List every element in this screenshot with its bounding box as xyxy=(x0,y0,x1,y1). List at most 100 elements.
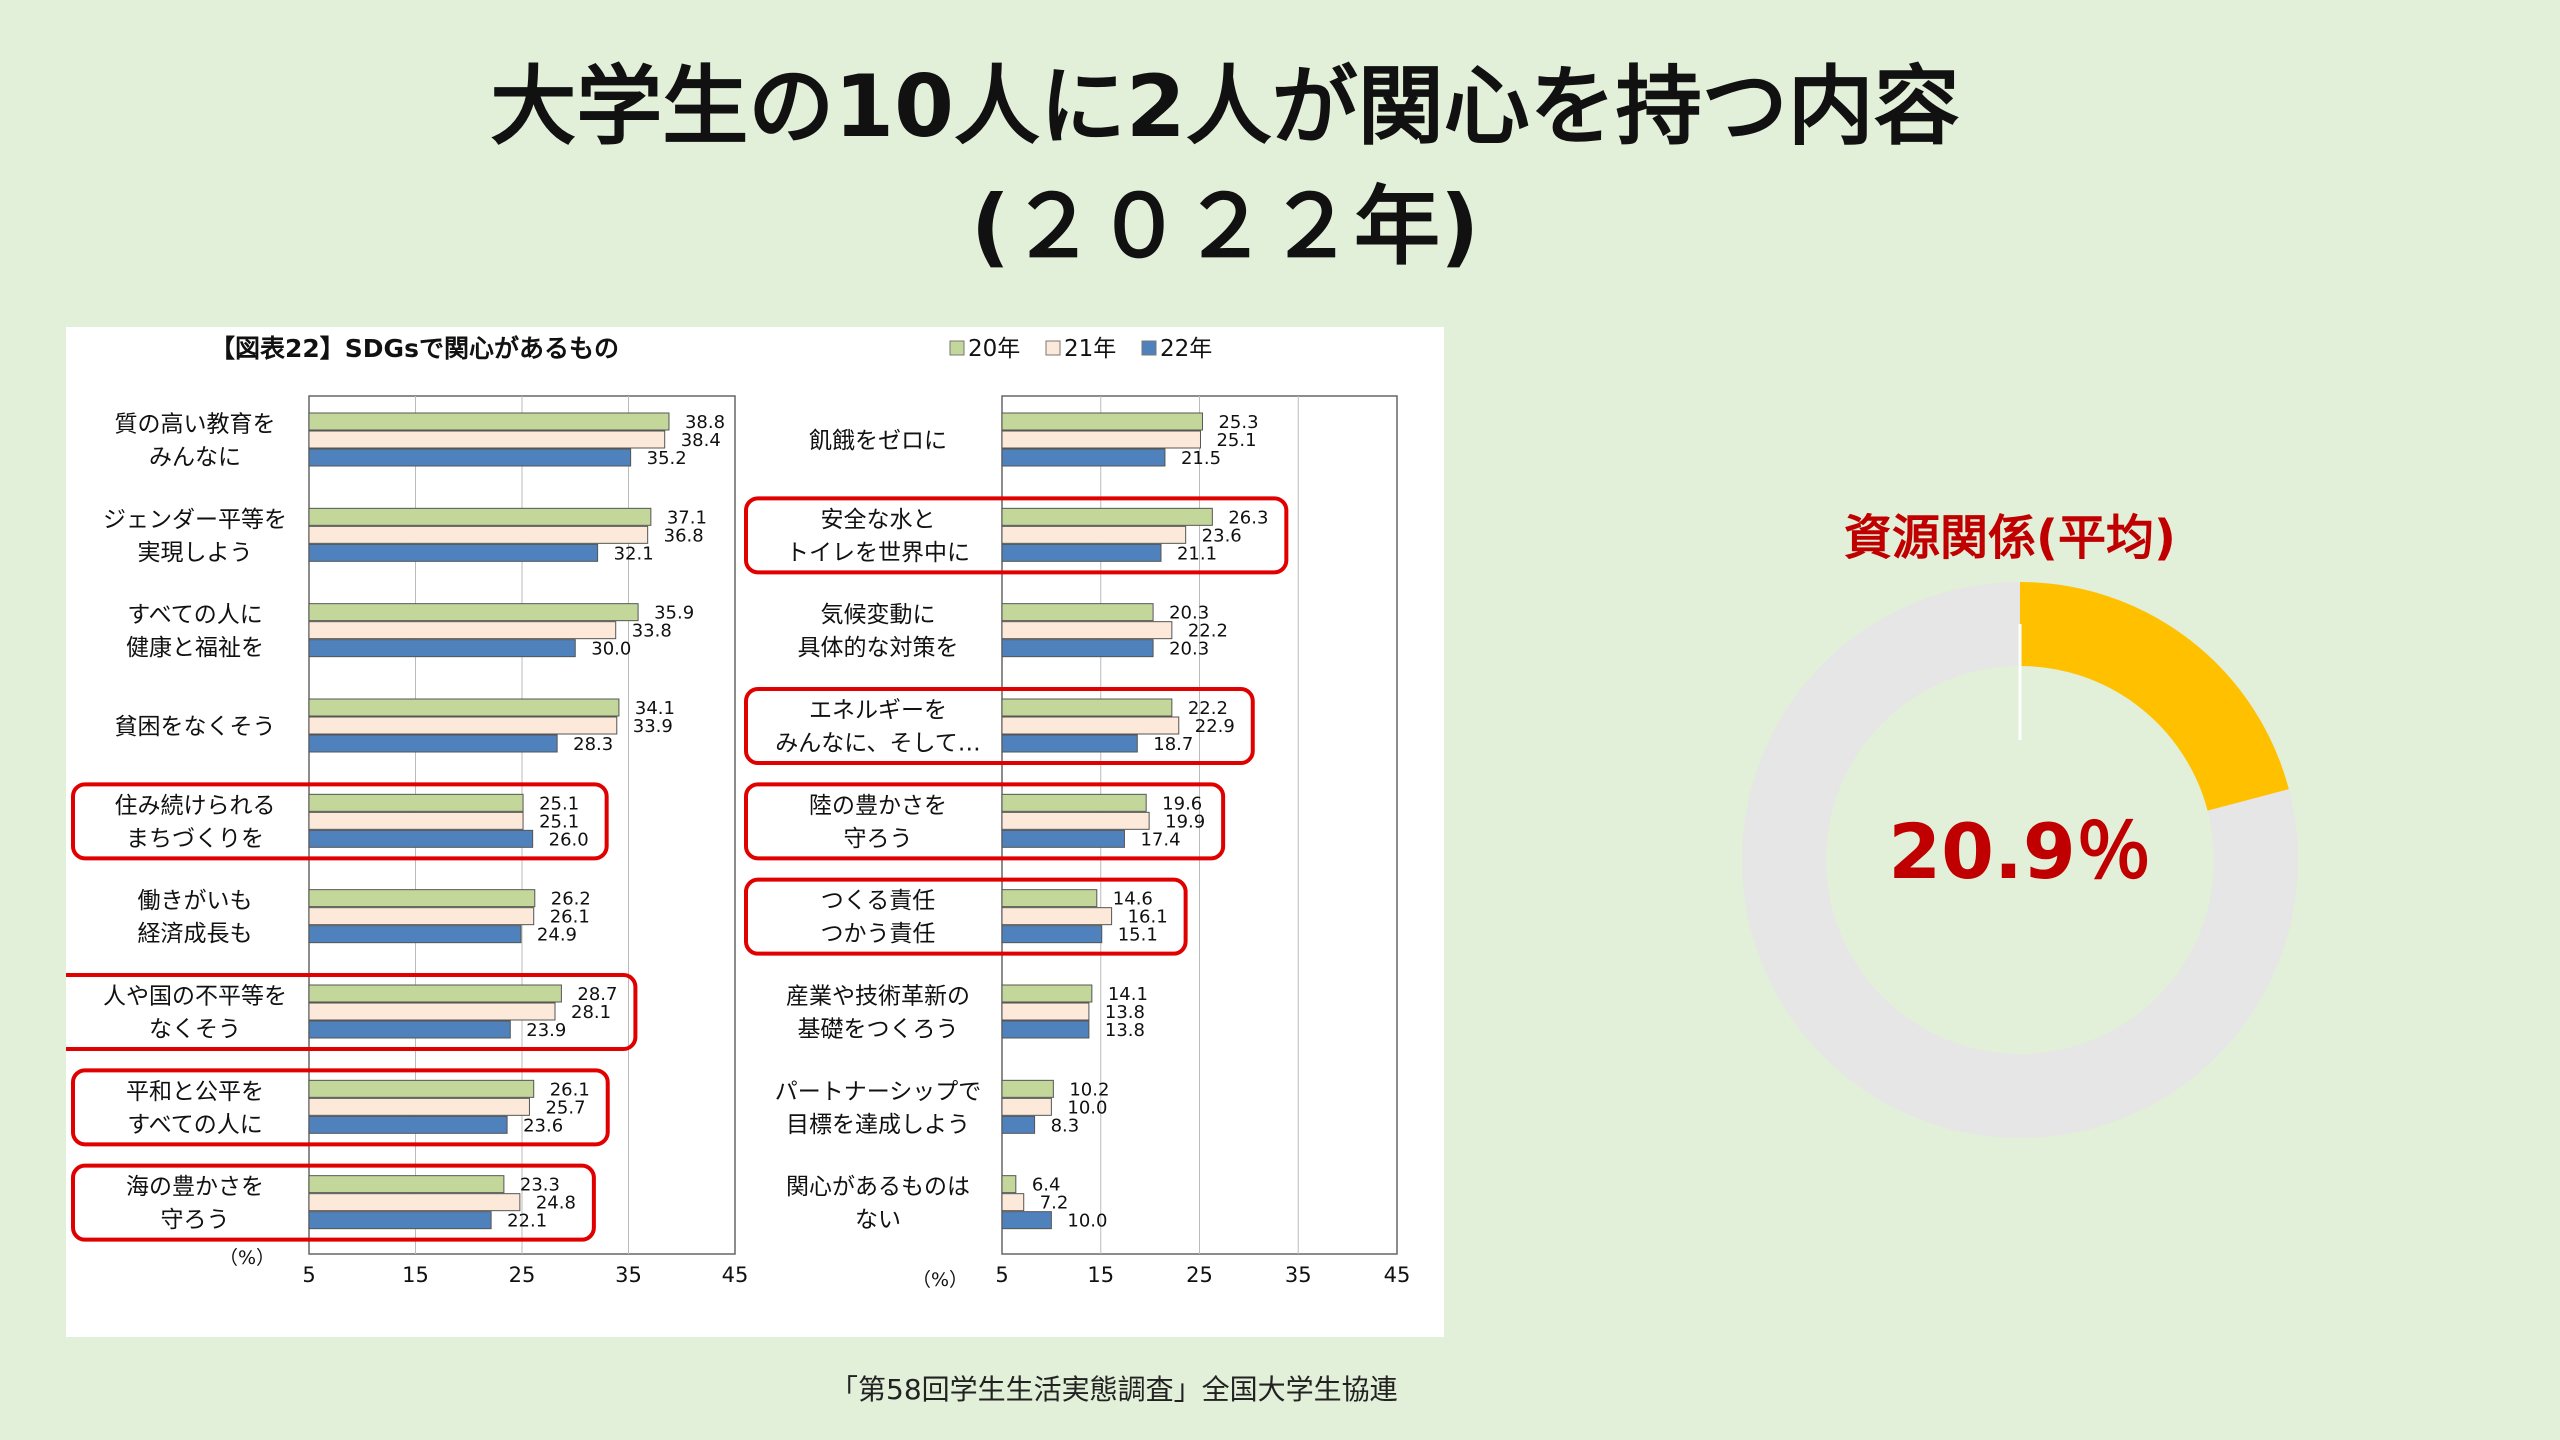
category-label: 関心があるものは xyxy=(786,1174,970,1200)
bar-value-label: 33.9 xyxy=(633,716,673,737)
bar-22年 xyxy=(1001,543,1162,562)
category-label: 人や国の不平等を xyxy=(103,984,287,1010)
bar-21年 xyxy=(1001,907,1113,926)
bar-value-label: 33.8 xyxy=(632,621,672,642)
bar-22年 xyxy=(1001,829,1125,848)
bar-20年 xyxy=(308,412,670,431)
category-label: ない xyxy=(855,1207,901,1233)
category-label: パートナーシップで xyxy=(775,1079,982,1105)
bar-22年 xyxy=(308,734,558,753)
highlight-box xyxy=(66,973,638,1051)
highlight-box xyxy=(71,1163,596,1242)
bar-20年 xyxy=(1001,412,1203,431)
bar-value-label: 7.2 xyxy=(1040,1193,1069,1214)
page-subtitle-year: (２０２２年) xyxy=(970,177,1480,277)
bar-22年 xyxy=(308,448,632,467)
category-label: 貧困をなくそう xyxy=(115,714,276,740)
bar-value-label: 25.7 xyxy=(545,1097,585,1118)
bar-21年 xyxy=(1001,1002,1090,1021)
bar-value-label: 26.2 xyxy=(551,889,591,910)
bar-value-label: 17.4 xyxy=(1140,829,1180,850)
bar-value-label: 25.1 xyxy=(539,793,579,814)
x-tick-label-1-3: 35 xyxy=(1285,1263,1312,1287)
bar-21年 xyxy=(308,430,666,449)
bar-22年 xyxy=(1001,1115,1036,1134)
bar-value-label: 23.6 xyxy=(1202,525,1242,546)
bar-21年 xyxy=(1001,621,1173,640)
category-label: 気候変動に xyxy=(821,602,936,628)
bar-21年 xyxy=(308,525,649,544)
bar-value-label: 10.2 xyxy=(1069,1079,1109,1100)
bar-21年 xyxy=(1001,716,1180,735)
bar-21年 xyxy=(1001,1097,1052,1116)
donut-chart xyxy=(1742,582,2298,1138)
source-citation: 「第58回学生生活実態調査」全国大学生協連 xyxy=(830,1373,1398,1406)
bar-value-label: 18.7 xyxy=(1153,734,1193,755)
category-label: 陸の豊かさを xyxy=(809,793,947,819)
highlight-box xyxy=(744,877,1188,956)
category-label: すべての人に xyxy=(127,1112,262,1138)
bar-value-label: 32.1 xyxy=(614,543,654,564)
donut-value-arc xyxy=(2019,582,2289,812)
bar-20年 xyxy=(308,1079,535,1098)
bar-value-label: 25.1 xyxy=(539,811,579,832)
bar-value-label: 14.1 xyxy=(1108,984,1148,1005)
bar-value-label: 24.9 xyxy=(537,925,577,946)
donut-title: 資源関係(平均) xyxy=(1844,510,2176,566)
bar-20年 xyxy=(308,889,536,908)
bar-20年 xyxy=(1001,984,1093,1003)
legend-label-0: 20年 xyxy=(968,336,1020,362)
bar-22年 xyxy=(308,1020,511,1039)
bar-22年 xyxy=(1001,1211,1052,1230)
category-label: 具体的な対策を xyxy=(798,635,959,661)
bar-22年 xyxy=(308,543,599,562)
bar-21年 xyxy=(1001,811,1150,830)
bar-value-label: 13.8 xyxy=(1105,1020,1145,1041)
bar-21年 xyxy=(1001,1193,1025,1212)
category-label: 質の高い教育を xyxy=(115,412,276,438)
legend-swatch-0 xyxy=(949,340,965,356)
bar-20年 xyxy=(308,793,524,812)
bar-value-label: 26.1 xyxy=(550,1079,590,1100)
bar-value-label: 37.1 xyxy=(667,507,707,528)
category-label: 安全な水と xyxy=(821,507,936,533)
bar-22年 xyxy=(308,829,534,848)
bar-value-label: 26.0 xyxy=(549,829,589,850)
category-label: つかう責任 xyxy=(821,921,936,947)
bar-value-label: 6.4 xyxy=(1032,1175,1061,1196)
x-tick-label-1-4: 45 xyxy=(1384,1263,1411,1287)
bar-20年 xyxy=(1001,507,1213,526)
bar-value-label: 30.0 xyxy=(591,639,631,660)
category-label: トイレを世界中に xyxy=(786,540,970,566)
x-tick-label-0-4: 45 xyxy=(722,1263,749,1287)
category-label: 経済成長も xyxy=(138,921,253,947)
highlight-box xyxy=(744,782,1226,861)
bar-22年 xyxy=(1001,734,1138,753)
bar-22年 xyxy=(308,925,522,944)
bar-value-label: 22.2 xyxy=(1188,698,1228,719)
unit-label-1: （%） xyxy=(912,1269,968,1291)
bar-value-label: 22.9 xyxy=(1195,716,1235,737)
bar-value-label: 8.3 xyxy=(1051,1115,1080,1136)
bar-20年 xyxy=(308,507,652,526)
category-label: エネルギーを xyxy=(809,698,947,724)
bar-20年 xyxy=(308,698,620,717)
bar-value-label: 35.9 xyxy=(654,603,694,624)
bar-21年 xyxy=(308,811,524,830)
bar-value-label: 16.1 xyxy=(1128,907,1168,928)
bar-value-label: 21.1 xyxy=(1177,543,1217,564)
category-label: すべての人に xyxy=(127,602,262,628)
bar-value-label: 25.1 xyxy=(1216,430,1256,451)
bar-22年 xyxy=(1001,639,1154,658)
bar-22年 xyxy=(1001,925,1103,944)
bar-22年 xyxy=(1001,448,1166,467)
bar-20年 xyxy=(308,1175,505,1194)
x-tick-label-1-1: 15 xyxy=(1087,1263,1114,1287)
bar-value-label: 20.3 xyxy=(1169,603,1209,624)
category-label: 平和と公平を xyxy=(126,1079,264,1105)
category-label: 基礎をつくろう xyxy=(798,1017,959,1043)
bar-value-label: 26.1 xyxy=(550,907,590,928)
unit-label-0: （%） xyxy=(219,1247,275,1269)
bar-value-label: 24.8 xyxy=(536,1193,576,1214)
highlight-box xyxy=(71,1068,610,1147)
